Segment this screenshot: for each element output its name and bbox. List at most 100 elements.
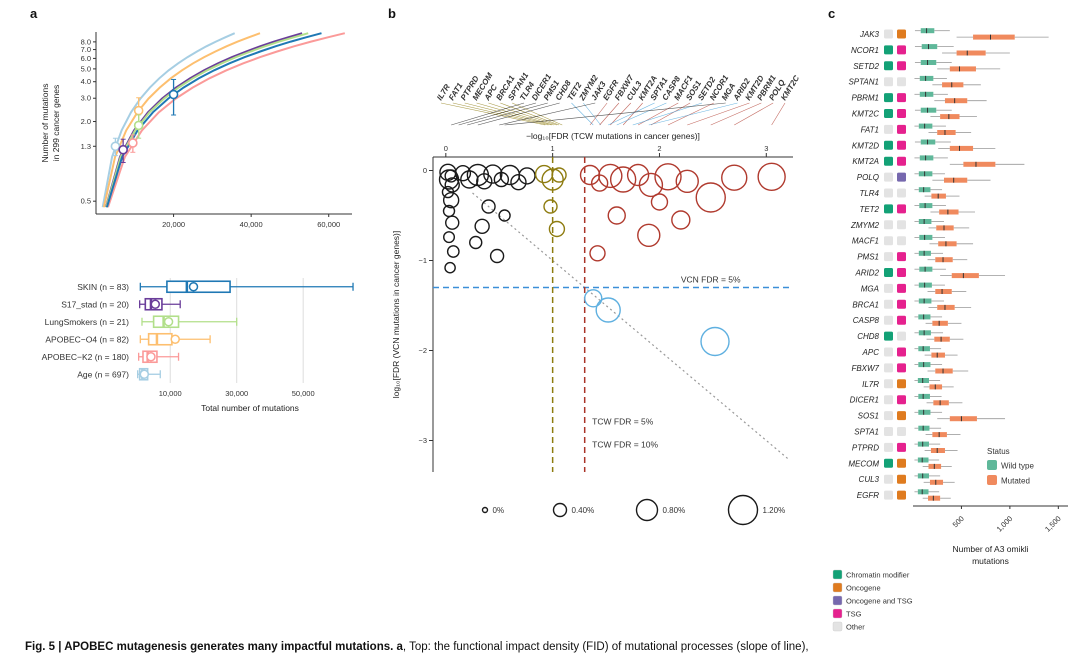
c-category1-swatch-JAK3 [884,29,893,39]
c-gene-name-SPTAN1: SPTAN1 [848,78,879,87]
c-x-tick-label: 500 [951,514,966,529]
c-box [918,314,931,320]
c-gene-name-KMT2A: KMT2A [852,157,879,166]
a-top-y-axis-label: in 299 cancer genes [51,85,61,162]
c-gene-name-SPTA1: SPTA1 [854,428,879,437]
a-bot-mean-marker [150,299,161,309]
c-box [936,225,954,231]
gene-leader-line-EGFR [589,102,608,126]
b-y-tick-label: 0 [423,166,427,175]
a-bot-row-label: Age (n = 697) [77,369,129,379]
c-box [935,257,953,263]
c-box [919,266,933,272]
a-bot-mean-marker [146,352,156,362]
gene-leader-line-TET2 [571,102,594,126]
c-category2-swatch-PTPRD [897,442,906,452]
fid-line-Age [101,32,236,208]
c-gene-name-CASP8: CASP8 [853,316,880,325]
c-category1-swatch-ARID2 [884,268,893,277]
gene-leader-line-IL7R [440,102,546,126]
b-scatter-point [551,167,567,183]
c-box [917,378,929,383]
c-gene-name-SOS1: SOS1 [858,412,879,421]
panel-c-omikli-boxplot: JAK3 NCOR1 SETD2 SPTAN1 PBRM1 KMT2C FAT1 KMT2D K… [832,28,1068,632]
a-top-y-tick-label: 6.0 [81,54,91,63]
c-gene-name-MGA: MGA [861,284,879,293]
c-category2-swatch-BRCA1 [897,299,906,309]
c-category2-swatch-TET2 [897,204,906,214]
gene-leader-line-APC [488,102,558,126]
b-scatter-point [584,289,603,308]
c-category2-swatch-SOS1 [897,411,906,421]
c-status-legend-swatch-wt [987,460,997,470]
b-scatter-point [469,235,483,250]
c-category1-swatch-KMT2A [884,156,893,166]
b-scatter-point [589,245,606,262]
b-tcw-fdr10-label: TCW FDR = 10% [592,440,658,450]
a-bot-mean-marker [139,369,150,379]
a-top-y-tick-label: 5.0 [81,64,91,73]
a-bot-row-label: S17_stad (n = 20) [61,299,129,309]
b-scatter-point [675,169,699,194]
c-gene-name-APC: APC [862,348,880,357]
c-box [935,289,952,294]
a-bot-mean-marker [163,317,174,327]
c-category2-swatch-FAT1 [897,124,906,134]
panel-label-a: a [30,6,38,21]
c-box [929,479,944,485]
c-box [918,187,931,193]
c-category-legend-label: TSG [846,610,862,619]
c-category1-swatch-FBXW7 [884,363,893,373]
c-box [920,28,935,34]
c-category2-swatch-DICER1 [897,395,906,405]
c-gene-name-KMT2D: KMT2D [852,141,879,150]
c-category2-swatch-KMT2C [897,109,906,118]
c-category-legend-swatch-other [832,621,843,632]
a-bot-x-tick-label: 30,000 [225,389,248,398]
c-category2-swatch-MECOM [897,458,906,468]
b-scatter-point [543,199,558,214]
c-category1-swatch-APC [884,347,893,357]
b-x-tick-label: 0 [444,144,448,153]
c-box [919,203,933,209]
b-y-tick-label: −1 [418,256,427,265]
b-size-legend-label: 1.20% [763,506,786,515]
c-category2-swatch-KMT2A [897,156,906,166]
c-box [944,177,968,183]
a-bot-x-axis-label: Total number of mutations [201,403,299,413]
a-top-x-tick-label: 20,000 [162,220,185,229]
a-top-y-tick-label: 3.0 [81,94,91,103]
c-category1-swatch-TET2 [884,204,893,214]
c-category1-swatch-FAT1 [884,124,893,134]
fid-line-APOBEC-O4 [102,32,261,208]
c-category2-swatch-POLQ [897,172,906,182]
a-bot-row-label: SKIN (n = 83) [77,282,129,292]
caption-a: a [396,641,403,653]
panel-a-burden-boxplot: 10,000 30,000 50,000 SKIN (n = 83) S17_stad … [42,278,354,413]
b-tcw-fdr5-label: TCW FDR = 5% [592,416,654,426]
c-box [918,330,931,336]
gene-leader-line-POLQ [734,102,774,126]
c-x-axis-label: mutations [972,556,1009,566]
gene-leader-line-ARID2 [648,102,738,126]
c-category2-swatch-ARID2 [897,268,906,277]
c-box [918,171,933,177]
c-box [938,241,957,247]
c-category1-swatch-KMT2D [884,140,893,150]
panel-label-b: b [388,6,396,21]
c-box [937,304,955,310]
b-y-tick-label: −2 [418,346,427,355]
figure-caption: Fig. 5 | APOBEC mutagenesis generates ma… [25,640,1060,656]
c-category1-swatch-SOS1 [884,411,893,421]
a-top-y-tick-label: 7.0 [81,45,91,54]
c-category2-swatch-EGFR [897,490,906,500]
c-box [951,273,979,279]
c-category2-swatch-TLR4 [897,188,906,198]
gene-leader-line-PMS1 [467,102,548,126]
b-scatter-point [483,164,503,184]
c-category1-swatch-MECOM [884,458,893,468]
c-category1-swatch-PTPRD [884,442,893,452]
caption-rest: , Top: the functional impact density (FI… [402,641,809,653]
c-category2-swatch-IL7R [897,379,906,389]
c-box [942,82,964,88]
